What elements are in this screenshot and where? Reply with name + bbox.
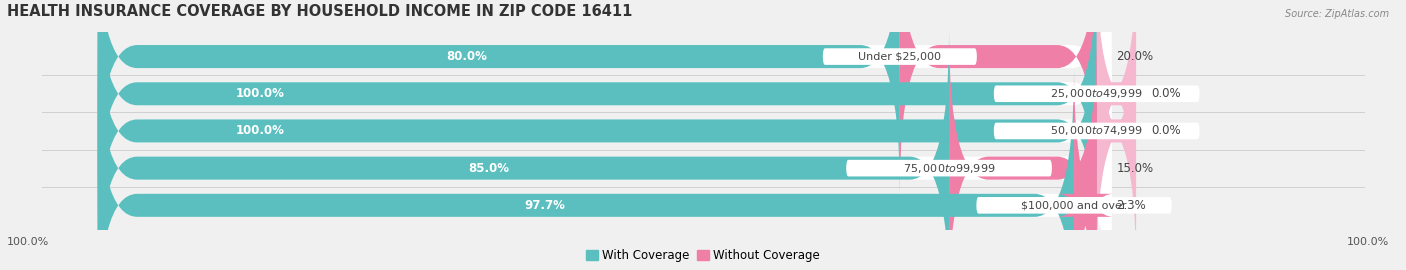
- Text: $25,000 to $49,999: $25,000 to $49,999: [1050, 87, 1143, 100]
- FancyBboxPatch shape: [976, 197, 1171, 214]
- Text: 0.0%: 0.0%: [1152, 124, 1181, 137]
- Text: 15.0%: 15.0%: [1116, 162, 1153, 175]
- FancyBboxPatch shape: [98, 0, 1097, 231]
- FancyBboxPatch shape: [823, 48, 977, 65]
- FancyBboxPatch shape: [1097, 0, 1136, 231]
- FancyBboxPatch shape: [846, 160, 1052, 176]
- FancyBboxPatch shape: [900, 0, 1097, 194]
- Text: $75,000 to $99,999: $75,000 to $99,999: [903, 162, 995, 175]
- FancyBboxPatch shape: [994, 123, 1199, 139]
- FancyBboxPatch shape: [98, 68, 1111, 270]
- Text: 85.0%: 85.0%: [468, 162, 509, 175]
- Text: 80.0%: 80.0%: [446, 50, 488, 63]
- FancyBboxPatch shape: [98, 0, 1111, 231]
- Text: Source: ZipAtlas.com: Source: ZipAtlas.com: [1285, 9, 1389, 19]
- FancyBboxPatch shape: [994, 86, 1199, 102]
- Text: 20.0%: 20.0%: [1116, 50, 1153, 63]
- FancyBboxPatch shape: [98, 0, 1097, 268]
- FancyBboxPatch shape: [98, 0, 1111, 268]
- Text: 100.0%: 100.0%: [236, 124, 284, 137]
- Text: 97.7%: 97.7%: [524, 199, 565, 212]
- Text: 100.0%: 100.0%: [7, 237, 49, 247]
- Text: $100,000 and over: $100,000 and over: [1021, 200, 1126, 210]
- Text: HEALTH INSURANCE COVERAGE BY HOUSEHOLD INCOME IN ZIP CODE 16411: HEALTH INSURANCE COVERAGE BY HOUSEHOLD I…: [7, 4, 633, 19]
- Text: 100.0%: 100.0%: [236, 87, 284, 100]
- FancyBboxPatch shape: [98, 31, 1111, 270]
- Legend: With Coverage, Without Coverage: With Coverage, Without Coverage: [581, 245, 825, 267]
- FancyBboxPatch shape: [98, 0, 900, 194]
- Text: 0.0%: 0.0%: [1152, 87, 1181, 100]
- Text: 2.3%: 2.3%: [1116, 199, 1146, 212]
- FancyBboxPatch shape: [1097, 0, 1136, 268]
- FancyBboxPatch shape: [949, 31, 1097, 270]
- Text: 100.0%: 100.0%: [1347, 237, 1389, 247]
- FancyBboxPatch shape: [98, 0, 1111, 194]
- FancyBboxPatch shape: [1057, 68, 1114, 270]
- Text: Under $25,000: Under $25,000: [858, 52, 942, 62]
- FancyBboxPatch shape: [98, 31, 949, 270]
- FancyBboxPatch shape: [98, 68, 1074, 270]
- Text: $50,000 to $74,999: $50,000 to $74,999: [1050, 124, 1143, 137]
